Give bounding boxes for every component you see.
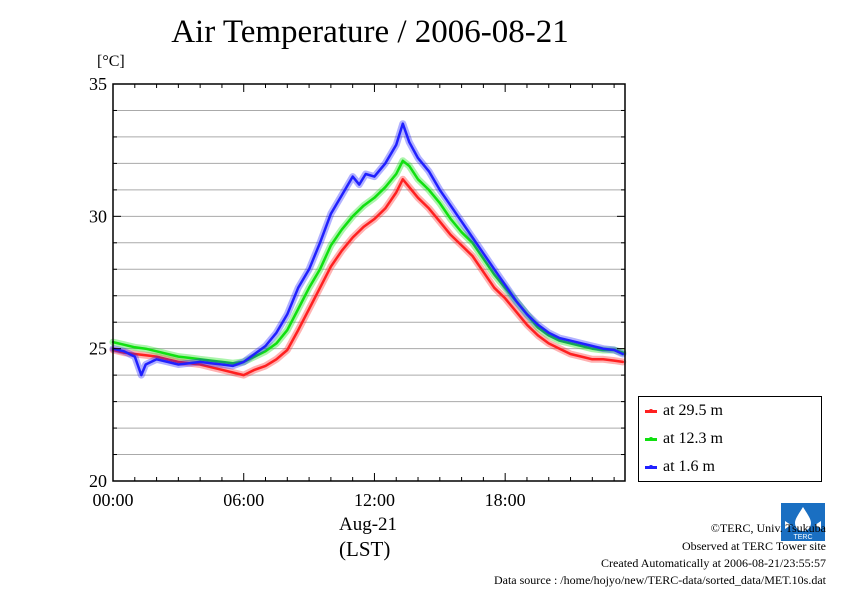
y-tick-label: 25 xyxy=(89,339,107,359)
x-axis-date-label: Aug-21 xyxy=(339,514,397,536)
legend-item-12-3m: at 12.3 m xyxy=(645,429,723,449)
grid xyxy=(113,110,625,454)
y-tick-label: 20 xyxy=(89,471,107,491)
series-band xyxy=(113,179,623,375)
legend-item-1-6m: at 1.6 m xyxy=(645,457,715,477)
created-text: Created Automatically at 2006-08-21/23:5… xyxy=(601,556,826,571)
plot-frame xyxy=(113,84,625,481)
site-text: Observed at TERC Tower site xyxy=(682,539,826,554)
x-axis-timezone-label: (LST) xyxy=(339,537,390,562)
legend-label: at 29.5 m xyxy=(663,402,723,419)
chart-title: Air Temperature / 2006-08-21 xyxy=(0,14,740,51)
y-tick-label: 30 xyxy=(89,206,107,226)
legend-label: at 1.6 m xyxy=(663,458,715,475)
ticks xyxy=(113,84,625,481)
source-text: Data source : /home/hojyo/new/TERC-data/… xyxy=(494,573,826,588)
legend-swatch-red xyxy=(645,410,657,413)
legend-swatch-green xyxy=(645,438,657,441)
y-axis-unit: [°C] xyxy=(97,53,125,71)
copyright-text: ©TERC, Univ. Tsukuba xyxy=(711,521,826,536)
chart: 20 25 30 35 00:00 06:00 12:00 18:00 xyxy=(0,0,842,595)
legend-swatch-blue xyxy=(645,466,657,469)
legend-item-29-5m: at 29.5 m xyxy=(645,401,723,421)
x-tick-label: 00:00 xyxy=(92,490,133,510)
x-tick-label: 12:00 xyxy=(354,490,395,510)
x-tick-label: 06:00 xyxy=(223,490,264,510)
series-layer xyxy=(113,124,623,375)
legend: at 29.5 m at 12.3 m at 1.6 m xyxy=(638,396,822,482)
legend-label: at 12.3 m xyxy=(663,430,723,447)
x-tick-label: 18:00 xyxy=(485,490,526,510)
y-tick-label: 35 xyxy=(89,74,107,94)
